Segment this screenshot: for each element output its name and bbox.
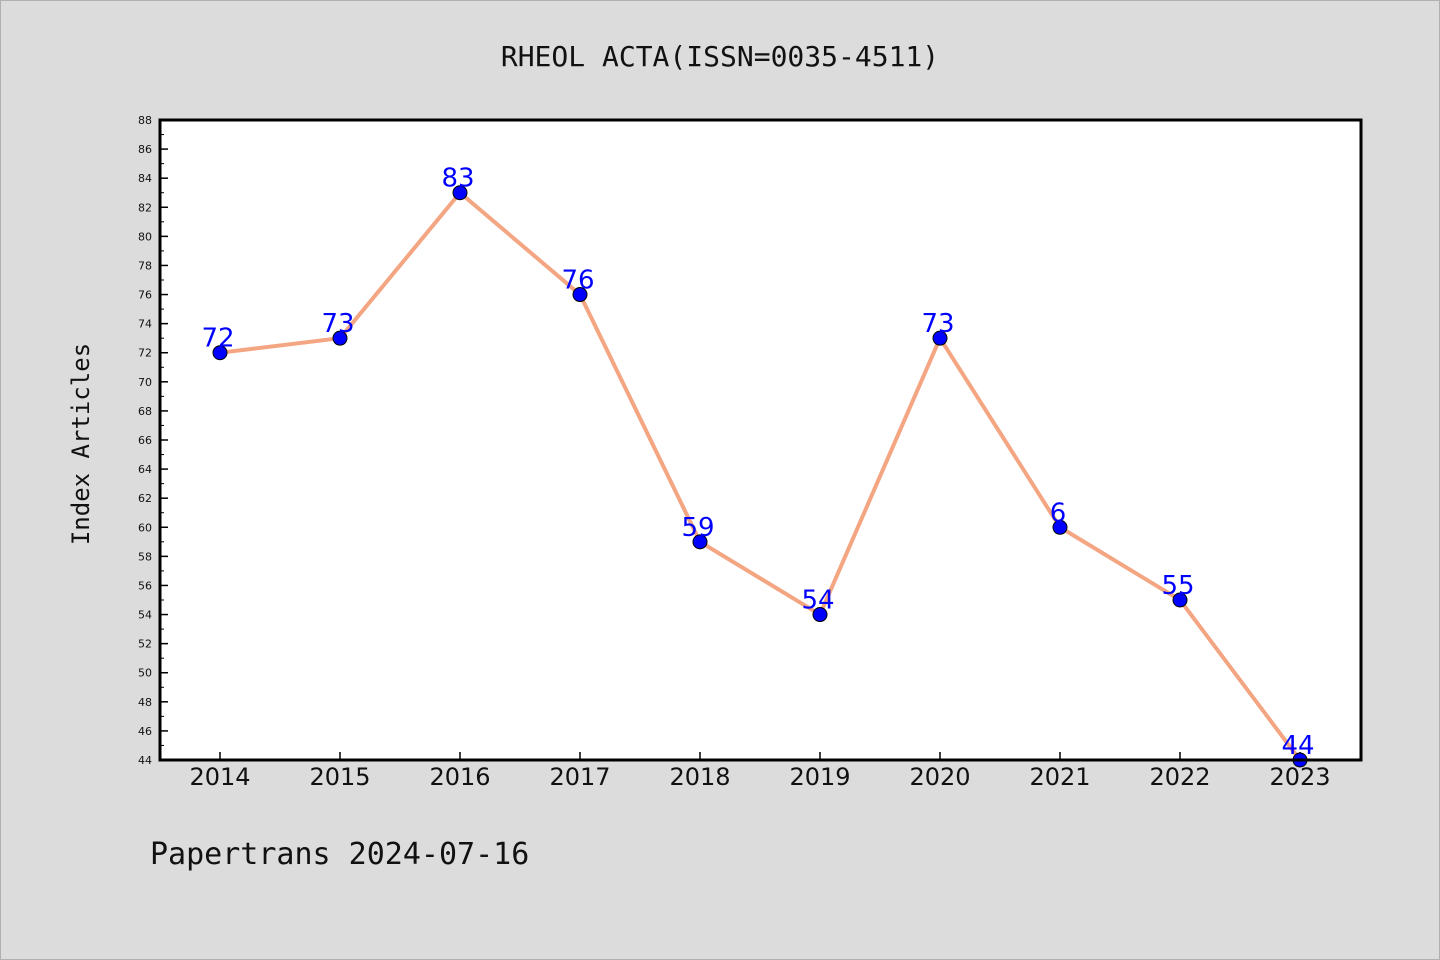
x-tick-label: 2019 bbox=[789, 763, 850, 791]
x-tick-label: 2023 bbox=[1269, 763, 1330, 791]
x-tick-label: 2014 bbox=[189, 763, 250, 791]
plot-border bbox=[158, 118, 1363, 762]
data-point bbox=[212, 345, 228, 361]
data-label: 44 bbox=[1281, 731, 1314, 761]
plot-area bbox=[160, 120, 1361, 760]
data-point bbox=[572, 287, 588, 303]
data-point bbox=[452, 185, 468, 201]
x-axis-ticks: 2014 2015 2016 2017 2018 2019 2020 2021 2022 2023 bbox=[189, 752, 1331, 791]
data-label: 55 bbox=[1161, 571, 1194, 601]
y-tick-label: 72 bbox=[138, 347, 152, 360]
data-point bbox=[692, 534, 708, 550]
data-label: 72 bbox=[201, 324, 234, 354]
y-tick-label: 52 bbox=[138, 638, 152, 651]
x-tick-label: 2015 bbox=[309, 763, 370, 791]
y-tick-label: 62 bbox=[138, 492, 152, 505]
data-point bbox=[1052, 519, 1068, 535]
x-tick-label: 2018 bbox=[669, 763, 730, 791]
data-point bbox=[812, 607, 828, 623]
data-label: 73 bbox=[321, 309, 354, 339]
series-line bbox=[219, 190, 1302, 762]
data-point bbox=[932, 330, 948, 346]
data-label: 54 bbox=[801, 586, 834, 616]
x-tick-label: 2020 bbox=[909, 763, 970, 791]
chart-title: RHEOL ACTA(ISSN=0035-4511) bbox=[501, 40, 939, 73]
y-tick-label: 76 bbox=[138, 289, 152, 302]
data-markers bbox=[212, 185, 1308, 768]
data-label: 76 bbox=[561, 266, 594, 296]
y-tick-label: 86 bbox=[138, 143, 152, 156]
data-label: 6 bbox=[1050, 498, 1067, 528]
data-label: 59 bbox=[681, 513, 714, 543]
data-point bbox=[1172, 592, 1188, 608]
y-tick-label: 78 bbox=[138, 259, 152, 272]
y-tick-label: 88 bbox=[138, 114, 152, 127]
y-tick-label: 54 bbox=[138, 609, 152, 622]
footer-watermark: Papertrans 2024-07-16 bbox=[150, 837, 529, 872]
y-tick-label: 68 bbox=[138, 405, 152, 418]
y-tick-label: 48 bbox=[138, 696, 152, 709]
y-tick-label: 80 bbox=[138, 230, 152, 243]
y-tick-label: 44 bbox=[138, 754, 152, 767]
y-tick-label: 46 bbox=[138, 725, 152, 738]
y-tick-label: 56 bbox=[138, 579, 152, 592]
x-tick-label: 2022 bbox=[1149, 763, 1210, 791]
y-tick-label: 64 bbox=[138, 463, 152, 476]
data-label: 73 bbox=[921, 309, 954, 339]
y-axis-label: Index Articles bbox=[67, 343, 95, 545]
data-labels: 72 73 83 76 59 54 73 6 55 44 bbox=[201, 164, 1314, 761]
y-tick-label: 60 bbox=[138, 521, 152, 534]
y-tick-label: 50 bbox=[138, 667, 152, 680]
data-label: 83 bbox=[441, 164, 474, 194]
x-tick-label: 2021 bbox=[1029, 763, 1090, 791]
x-tick-label: 2017 bbox=[549, 763, 610, 791]
data-point bbox=[332, 330, 348, 346]
y-tick-label: 74 bbox=[138, 318, 152, 331]
y-tick-label: 70 bbox=[138, 376, 152, 389]
y-tick-label: 84 bbox=[138, 172, 152, 185]
y-tick-label: 58 bbox=[138, 550, 152, 563]
y-tick-label: 66 bbox=[138, 434, 152, 447]
x-tick-label: 2016 bbox=[429, 763, 490, 791]
y-tick-label: 82 bbox=[138, 201, 152, 214]
